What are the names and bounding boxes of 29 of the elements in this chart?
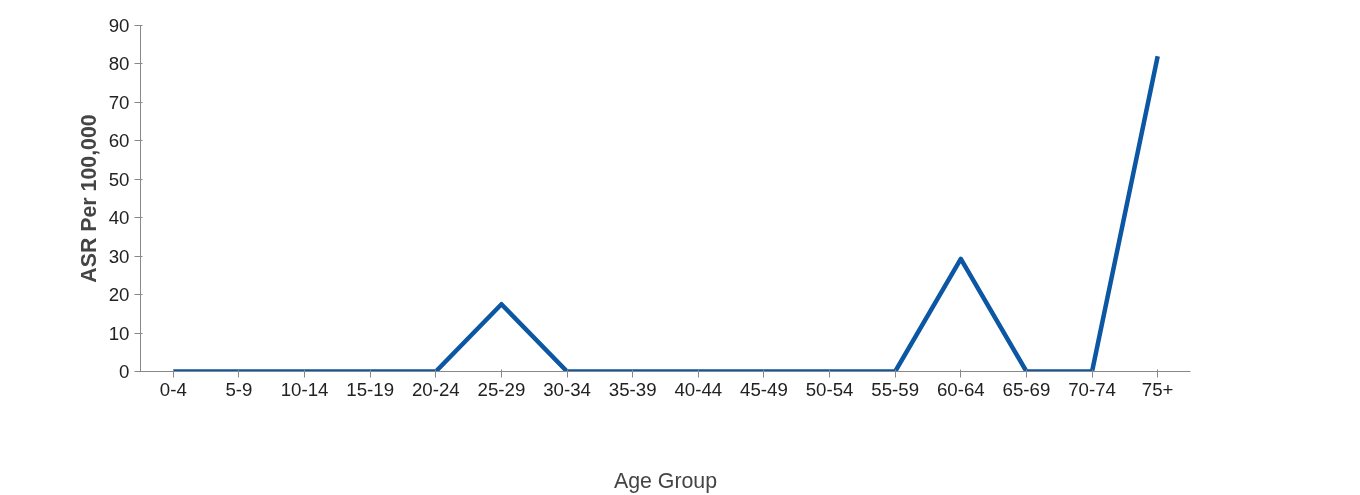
x-tick-label: 60-64 [936, 378, 985, 400]
y-tick-label: 80 [108, 53, 130, 75]
y-tick-label: 90 [108, 15, 130, 36]
x-tick-label: 0-4 [159, 378, 187, 400]
x-tick-label: 70-74 [1068, 378, 1116, 400]
y-tick-label: 50 [108, 168, 130, 190]
y-tick-label: 70 [108, 91, 130, 113]
x-tick-label: 15-19 [346, 378, 395, 400]
x-axis-title: Age Group [613, 468, 718, 493]
x-tick-label: 35-39 [608, 378, 657, 400]
x-tick-label: 40-44 [674, 378, 723, 400]
x-tick-label: 45-49 [740, 378, 788, 400]
x-tick-label: 5-9 [225, 378, 253, 400]
x-tick-label: 75+ [1141, 378, 1174, 400]
x-tick-label: 50-54 [805, 378, 854, 400]
y-tick-label: 10 [108, 322, 130, 344]
y-tick-label: 0 [119, 361, 130, 382]
y-tick-label: 60 [108, 130, 130, 152]
line-series [171, 54, 1160, 372]
y-tick-label: 20 [108, 284, 130, 306]
x-tick-label: 25-29 [477, 378, 526, 400]
y-axis-title: ASR Per 100,000 [76, 114, 101, 283]
x-tick-label: 55-59 [871, 378, 920, 400]
y-tick-label: 30 [108, 245, 130, 267]
x-tick-label: 20-24 [411, 378, 460, 400]
x-tick-label: 10-14 [280, 378, 329, 400]
x-tick-label: 30-34 [543, 378, 591, 400]
y-tick-label: 40 [108, 207, 130, 229]
x-tick-label: 65-69 [1002, 378, 1051, 400]
